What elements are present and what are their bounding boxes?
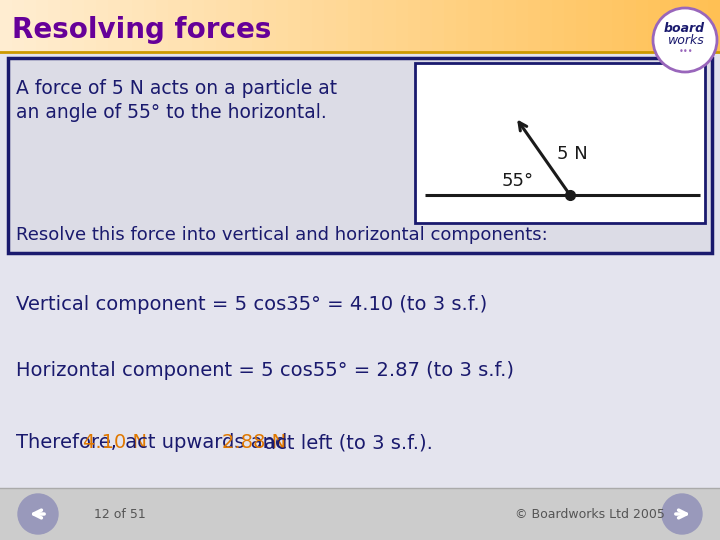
Bar — [312, 0, 325, 52]
Bar — [672, 0, 685, 52]
Text: act left (to 3 s.f.).: act left (to 3 s.f.). — [258, 434, 433, 453]
Bar — [468, 0, 481, 52]
Text: Therefore,: Therefore, — [16, 434, 123, 453]
Bar — [192, 0, 205, 52]
Bar — [288, 0, 301, 52]
Bar — [24, 0, 37, 52]
Bar — [492, 0, 505, 52]
Bar — [612, 0, 625, 52]
Bar — [684, 0, 697, 52]
Bar — [300, 0, 313, 52]
Bar — [552, 0, 565, 52]
Bar — [660, 0, 673, 52]
Bar — [144, 0, 157, 52]
Bar — [168, 0, 181, 52]
Text: act upwards and: act upwards and — [119, 434, 293, 453]
Bar — [456, 0, 469, 52]
Bar — [60, 0, 73, 52]
Bar — [564, 0, 577, 52]
Bar — [0, 0, 13, 52]
Bar — [600, 0, 613, 52]
Bar — [432, 0, 445, 52]
Bar — [264, 0, 277, 52]
Bar — [120, 0, 133, 52]
Text: A force of 5 N acts on a particle at: A force of 5 N acts on a particle at — [16, 78, 337, 98]
Text: 2.88 N: 2.88 N — [222, 434, 286, 453]
Bar — [156, 0, 169, 52]
Bar — [240, 0, 253, 52]
Bar — [336, 0, 349, 52]
Text: 5 N: 5 N — [557, 145, 588, 163]
Bar — [588, 0, 601, 52]
Bar — [372, 0, 385, 52]
Bar — [504, 0, 517, 52]
Bar — [360, 0, 373, 52]
Bar — [8, 58, 712, 253]
Bar — [516, 0, 529, 52]
Bar — [12, 0, 25, 52]
Circle shape — [662, 494, 702, 534]
Bar — [480, 0, 493, 52]
Bar — [180, 0, 193, 52]
Bar — [96, 0, 109, 52]
Bar — [132, 0, 145, 52]
Circle shape — [653, 8, 717, 72]
Text: Vertical component = 5 cos35° = 4.10 (to 3 s.f.): Vertical component = 5 cos35° = 4.10 (to… — [16, 295, 487, 314]
Bar — [708, 0, 720, 52]
Text: 55°: 55° — [502, 172, 534, 190]
Bar — [408, 0, 421, 52]
Bar — [528, 0, 541, 52]
Bar — [48, 0, 61, 52]
Bar — [415, 63, 705, 223]
Bar — [36, 0, 49, 52]
Bar — [444, 0, 457, 52]
Bar — [84, 0, 97, 52]
Bar — [0, 488, 720, 540]
Text: © Boardworks Ltd 2005: © Boardworks Ltd 2005 — [515, 508, 665, 521]
Bar — [252, 0, 265, 52]
Bar — [576, 0, 589, 52]
Bar — [228, 0, 241, 52]
Bar — [384, 0, 397, 52]
Bar — [204, 0, 217, 52]
Bar — [624, 0, 637, 52]
Text: 12 of 51: 12 of 51 — [94, 508, 146, 521]
Bar — [420, 0, 433, 52]
Bar — [324, 0, 337, 52]
Text: an angle of 55° to the horizontal.: an angle of 55° to the horizontal. — [16, 103, 327, 122]
Bar — [648, 0, 661, 52]
Bar — [636, 0, 649, 52]
Bar — [540, 0, 553, 52]
Circle shape — [18, 494, 58, 534]
Text: Horizontal component = 5 cos55° = 2.87 (to 3 s.f.): Horizontal component = 5 cos55° = 2.87 (… — [16, 361, 514, 380]
Text: works: works — [667, 33, 704, 46]
Text: Resolve this force into vertical and horizontal components:: Resolve this force into vertical and hor… — [16, 226, 548, 244]
Text: 4.10 N: 4.10 N — [83, 434, 147, 453]
Bar — [216, 0, 229, 52]
Text: •••: ••• — [679, 46, 693, 56]
Text: board: board — [663, 22, 705, 35]
Text: Resolving forces: Resolving forces — [12, 16, 271, 44]
Bar — [108, 0, 121, 52]
Bar — [396, 0, 409, 52]
Bar — [696, 0, 709, 52]
Bar — [72, 0, 85, 52]
Bar — [276, 0, 289, 52]
Bar — [348, 0, 361, 52]
